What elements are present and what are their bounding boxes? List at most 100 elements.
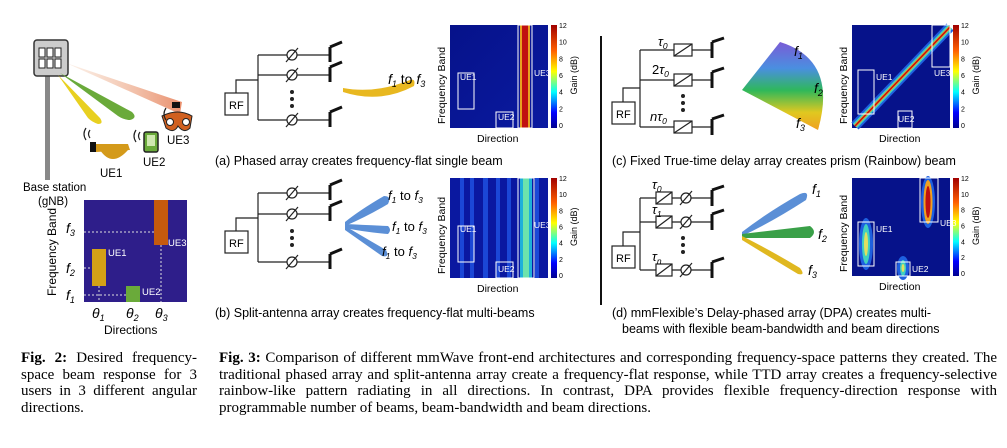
heatmap-c-ue2: UE2 [898, 114, 915, 124]
heatmap-c-tick-2: 2 [961, 106, 965, 113]
rainbow-beam-c [742, 42, 824, 130]
n-tau0-c: nτ0 [650, 109, 667, 126]
f2-d: f2 [818, 226, 827, 244]
rf-label-c: RF [616, 109, 631, 121]
heatmap-labels: Frequency Band Direction 12 10 8 6 4 2 0 Gain (dB… [436, 23, 981, 295]
heatmap-c-ue3: UE3 [934, 68, 951, 78]
heatmap-b-ylabel: Frequency Band [436, 197, 448, 274]
fig3-caption-text: Comparison of different mmWave front-end… [219, 350, 998, 416]
f2-c: f2 [814, 80, 823, 98]
beam-ue3 [66, 63, 182, 114]
heatmap-c-tick-6: 6 [961, 73, 965, 80]
beam-ue2 [60, 73, 135, 120]
fig2-ylabel: Frequency Band [45, 208, 59, 296]
heatmap-d-tick-6: 6 [961, 224, 965, 231]
f3-c: f3 [796, 115, 805, 133]
heatmap-d-ue2: UE2 [912, 264, 929, 274]
fig2-illustration: UE1 UE2 UE3 Base station (gNB) [23, 39, 193, 208]
heatmap-d-xlabel: Direction [879, 281, 921, 293]
heatmap-a-tick-2: 2 [559, 106, 563, 113]
f1-c: f1 [794, 43, 803, 61]
heatmap-d-tick-4: 4 [961, 239, 965, 246]
panel-a: f1 to f3 [285, 40, 425, 128]
panel-d: RF τ0 τ1 τn f1 f2 f3 [611, 177, 827, 280]
label-f1-to-f3-b3: f1 to f3 [382, 244, 417, 261]
heatmap-c-ue1: UE1 [876, 72, 893, 82]
beams-b [345, 196, 390, 257]
beam-ue1 [58, 75, 102, 124]
fig2-ue1-label: UE1 [108, 248, 126, 259]
heatmap-a [450, 24, 548, 129]
heatmap-a-ue2: UE2 [498, 112, 515, 122]
heatmap-b-ue1: UE1 [460, 224, 477, 234]
heatmap-a-tick-8: 8 [559, 56, 563, 63]
heatmap-c-tick-12: 12 [961, 23, 969, 30]
fig2-theta2: θ2 [126, 305, 139, 323]
tau0-d: τ0 [652, 177, 662, 194]
fig2-block-ue3 [154, 200, 168, 245]
label-f1-to-f3-a: f1 to f3 [388, 71, 425, 89]
heatmap-c-xlabel: Direction [879, 133, 921, 145]
heatmap-b-gain-label: Gain (dB) [569, 207, 579, 246]
two-tau0-c: 2τ0 [652, 62, 669, 79]
base-station-label: Base station [23, 182, 86, 194]
label-f1-to-f3-b1: f1 to f3 [388, 188, 423, 205]
beam-a [343, 79, 415, 97]
heatmap-b [450, 177, 548, 279]
label-ue1: UE1 [100, 168, 122, 180]
ue1-icon [90, 142, 96, 152]
beam-d-f3 [742, 236, 803, 275]
heatmap-b-ue2: UE2 [498, 264, 515, 274]
heatmap-a-tick-0: 0 [559, 123, 563, 130]
subcaption-b: (b) Split-antenna array creates frequenc… [215, 306, 535, 320]
beam-d-f2 [742, 226, 814, 238]
heatmap-a-colorbar [551, 25, 557, 128]
heatmap-c [851, 23, 954, 130]
heatmap-c-gain-label: Gain (dB) [971, 56, 981, 95]
rf-label-b: RF [229, 238, 244, 250]
base-station-icon [33, 39, 69, 77]
heatmap-c-tick-10: 10 [961, 40, 969, 47]
heatmap-b-tick-6: 6 [559, 225, 563, 232]
heatmap-a-ue3: UE3 [534, 68, 551, 78]
heatmap-a-ylabel: Frequency Band [436, 47, 448, 124]
subcaption-a: (a) Phased array creates frequency-flat … [215, 154, 503, 168]
heatmap-d-colorbar [953, 178, 959, 276]
heatmap-d-tick-0: 0 [961, 271, 965, 278]
fig2-ue3-label: UE3 [168, 238, 186, 249]
heatmap-c-colorbar [953, 25, 959, 128]
subcaption-d-line1: (d) mmFlexible’s Delay-phased array (DPA… [612, 306, 931, 320]
heatmap-a-tick-4: 4 [559, 90, 563, 97]
fig2-caption: Fig. 2: Desired frequency-space beam res… [21, 350, 197, 416]
heatmap-a-ue1: UE1 [460, 72, 477, 82]
heatmap-d-tick-12: 12 [961, 176, 969, 183]
f1-d: f1 [812, 181, 821, 199]
heatmap-d-tick-10: 10 [961, 192, 969, 199]
fig2-chart: UE1 UE2 UE3 f3 f2 f1 Frequency Band θ1 θ… [45, 200, 187, 337]
fig3-caption-label: Fig. 3: [219, 350, 261, 366]
heatmap-b-ue3: UE3 [534, 220, 551, 230]
antennas-a [328, 40, 343, 127]
heatmap-a-tick-10: 10 [559, 40, 567, 47]
fig2-f2: f2 [66, 260, 75, 278]
heatmap-d-tick-2: 2 [961, 255, 965, 262]
fig2-caption-text: Desired frequency-space beam response fo… [21, 350, 198, 416]
heatmap-c-tick-0: 0 [961, 123, 965, 130]
heatmap-d-ue1: UE1 [876, 224, 893, 234]
panel-a-circuit: RF [224, 54, 330, 121]
heatmap-d-ue3: UE3 [940, 218, 957, 228]
label-ue2: UE2 [143, 157, 165, 169]
label-f1-to-f3-b2: f1 to f3 [392, 219, 427, 236]
heatmap-b-tick-2: 2 [559, 257, 563, 264]
heatmap-c-ylabel: Frequency Band [838, 47, 850, 124]
panel-c: RF τ0 2τ0 nτ0 f1 f2 f3 [611, 34, 824, 135]
heatmap-a-gain-label: Gain (dB) [569, 56, 579, 95]
heatmap-b-colorbar [551, 178, 557, 278]
rf-label-d: RF [616, 253, 631, 265]
tau1-d: τ1 [652, 202, 662, 219]
tower-pole [45, 75, 50, 180]
fig3-caption: Fig. 3: Comparison of different mmWave f… [219, 350, 997, 416]
heatmap-d-gain-label: Gain (dB) [971, 206, 981, 245]
panel-b: RF f1 to f3 f1 to f3 f1 to f3 [224, 178, 427, 270]
fig2-xlabel: Directions [104, 323, 157, 337]
